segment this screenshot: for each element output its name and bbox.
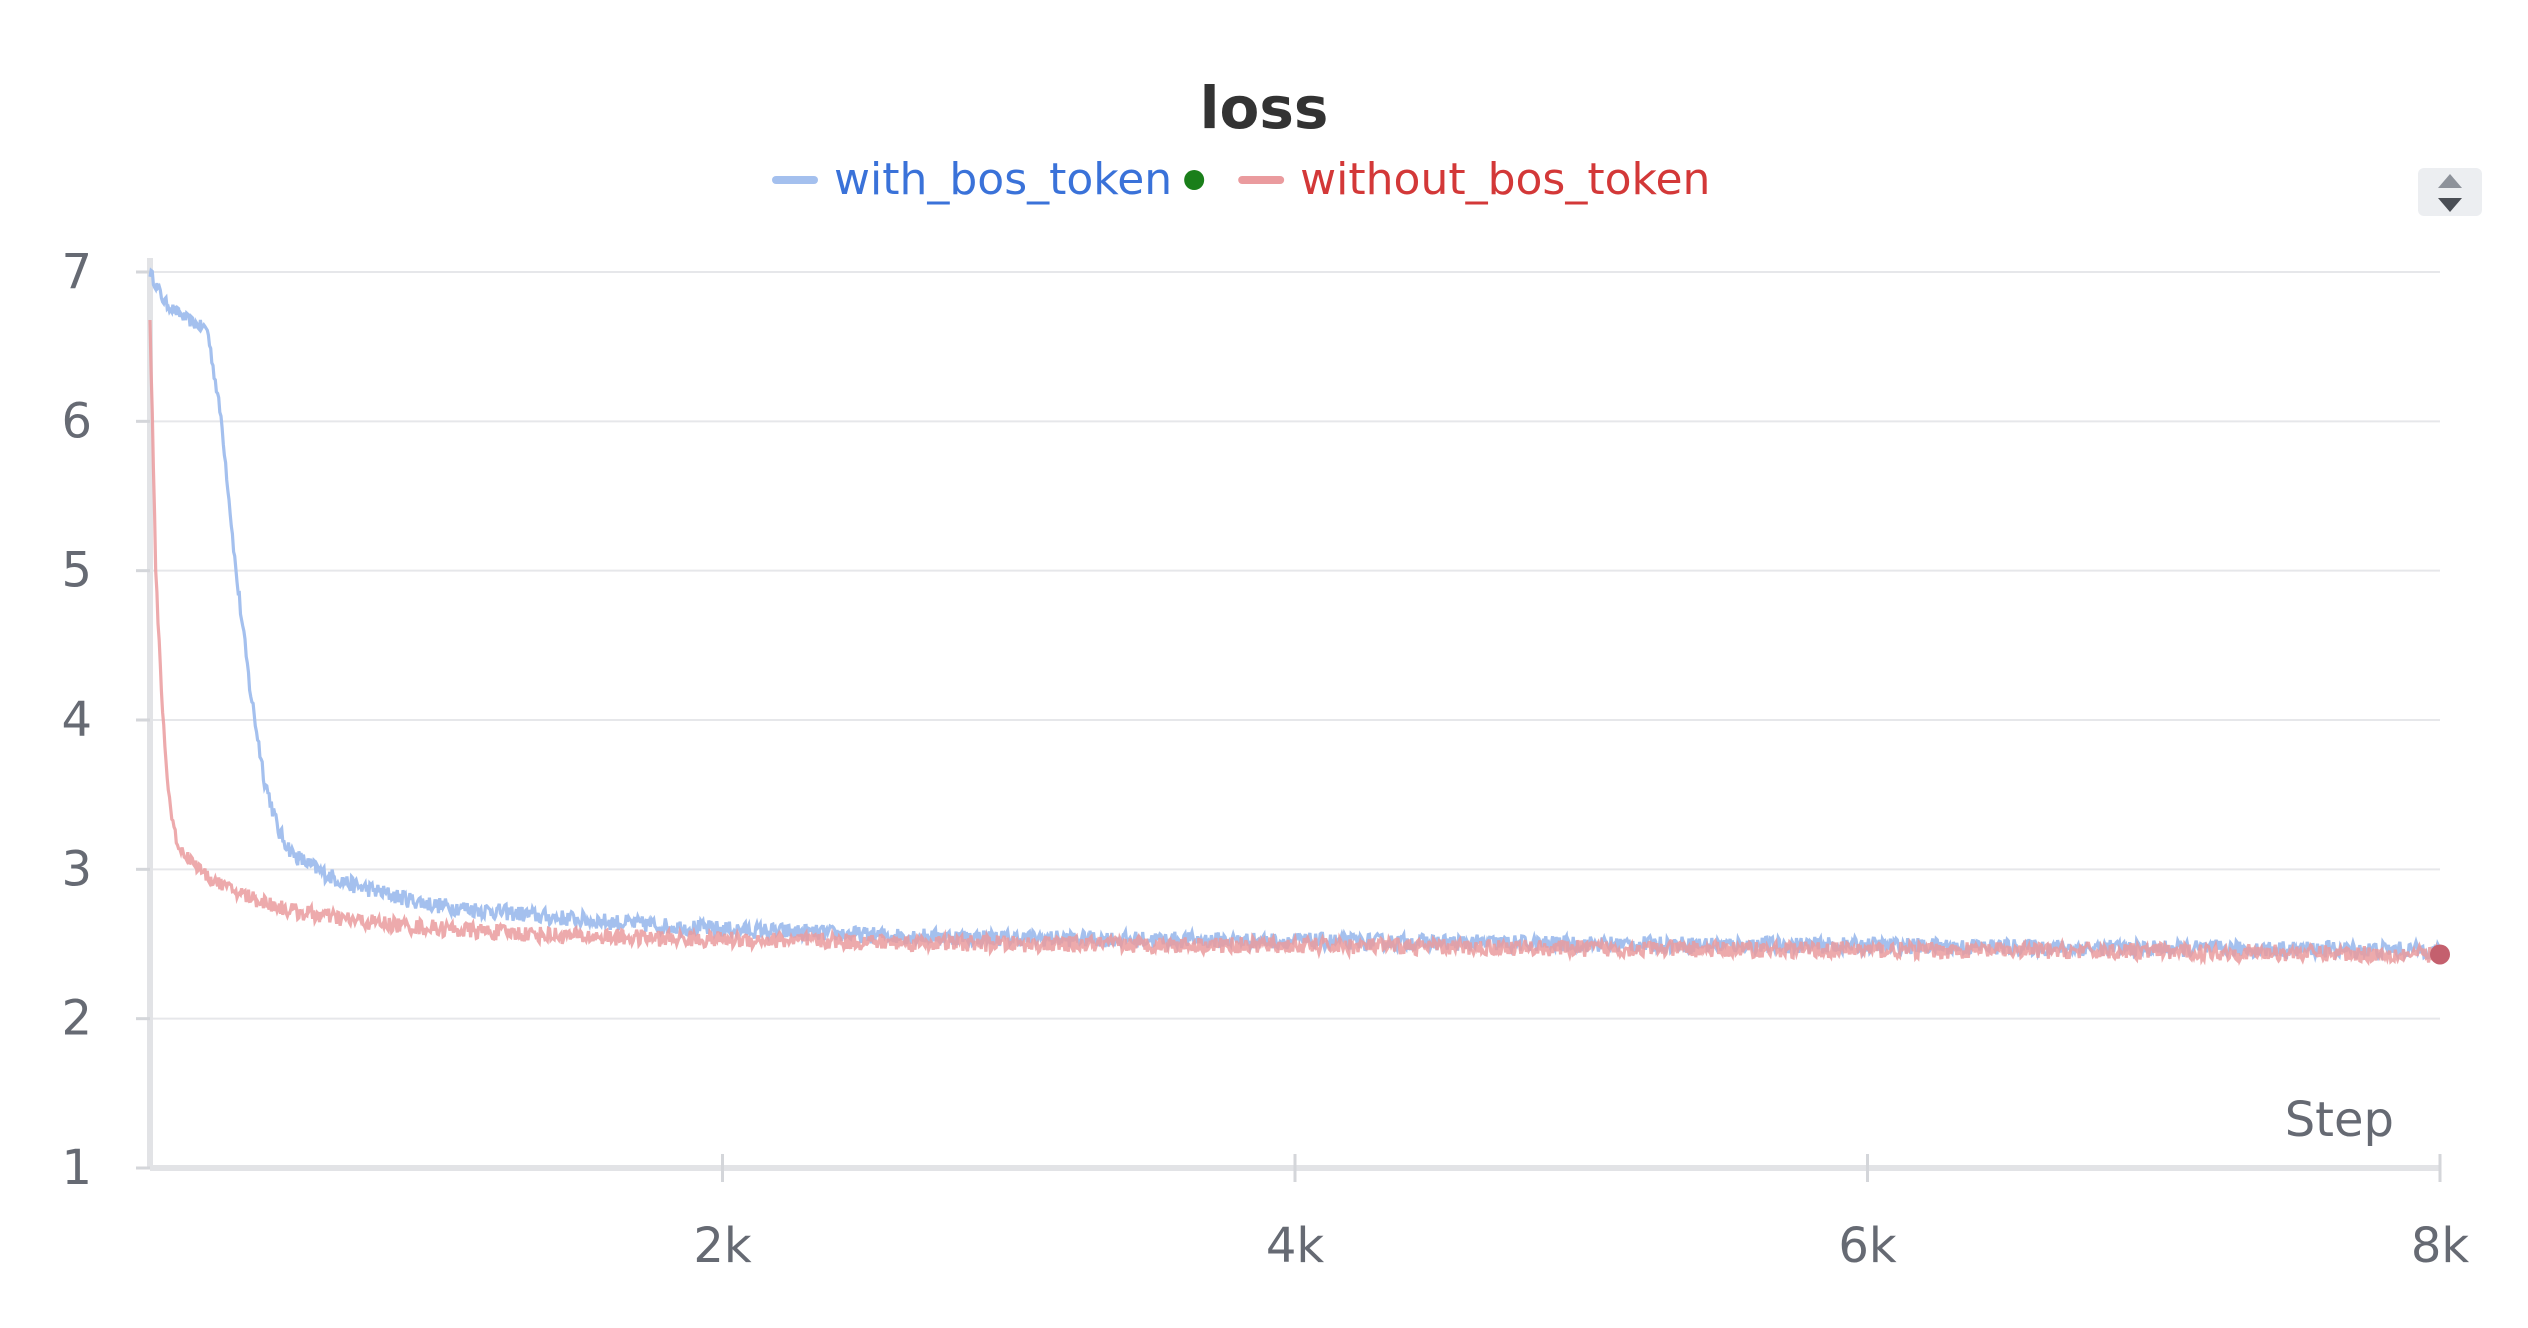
- chart-title: loss: [1200, 74, 1329, 142]
- y-tick-label: 1: [61, 1140, 92, 1196]
- x-tick-label: 6k: [1838, 1218, 1897, 1274]
- y-tick-label: 3: [61, 841, 92, 897]
- y-tick-label: 2: [61, 991, 92, 1047]
- series-end-marker: [2430, 944, 2450, 965]
- legend[interactable]: with_bos_token without_bos_token: [772, 154, 1710, 205]
- y-tick-label: 6: [61, 393, 92, 449]
- status-dot: [1184, 170, 1205, 190]
- x-tick-label: 4k: [1266, 1218, 1325, 1274]
- x-tick-label: 8k: [2411, 1218, 2470, 1274]
- axes: [147, 258, 2440, 1171]
- x-tick-label: 2k: [693, 1218, 752, 1274]
- series-line-without_bos_token[interactable]: [148, 319, 2442, 967]
- x-axis-ticks: 2k 4k 6k 8k: [693, 1154, 2469, 1274]
- y-tick-label: 7: [61, 244, 92, 300]
- chevron-up-icon[interactable]: [2438, 174, 2462, 188]
- legend-label[interactable]: with_bos_token: [834, 154, 1172, 205]
- y-axis-ticks: 1 2 3 4 5 6 7: [61, 244, 150, 1196]
- series-group: [148, 267, 2450, 967]
- chevron-down-icon[interactable]: [2438, 198, 2462, 212]
- legend-scroll-control[interactable]: [2418, 168, 2482, 216]
- y-tick-label: 5: [61, 543, 92, 599]
- x-axis-label: Step: [2285, 1092, 2394, 1148]
- y-tick-label: 4: [61, 692, 92, 748]
- series-line-with_bos_token[interactable]: [148, 267, 2442, 964]
- legend-label[interactable]: without_bos_token: [1300, 154, 1710, 205]
- grid: [150, 271, 2440, 1020]
